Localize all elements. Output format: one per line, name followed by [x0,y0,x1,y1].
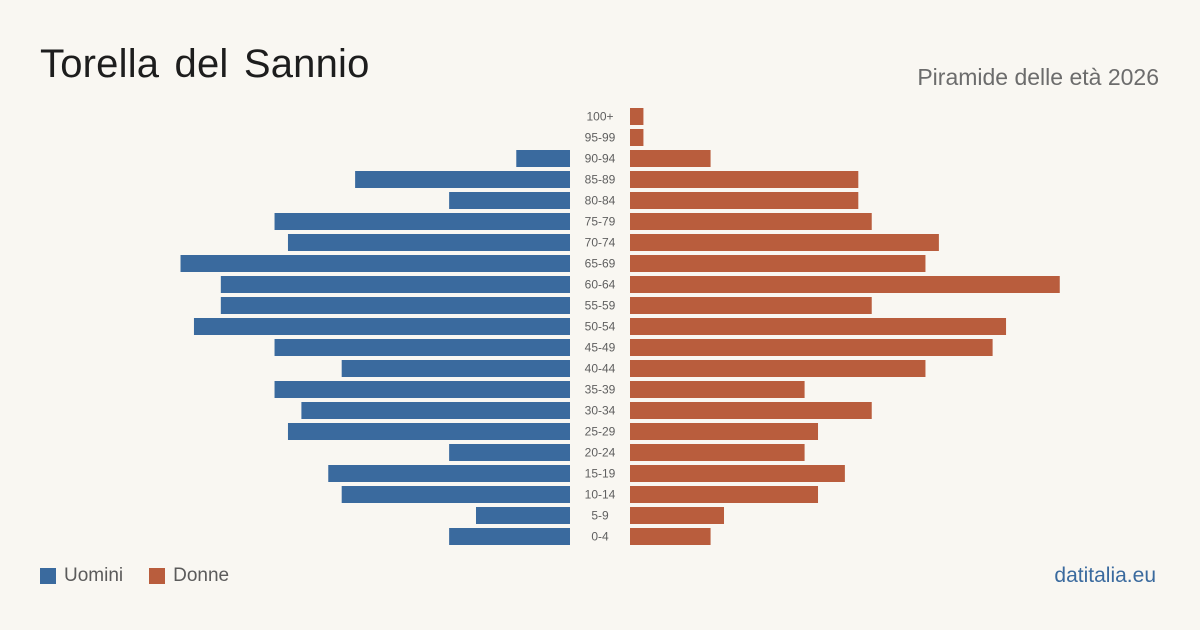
bar-women-25-29 [630,423,819,440]
age-label-100plus: 100+ [586,110,613,124]
age-label-75-79: 75-79 [585,215,616,229]
age-label-60-64: 60-64 [585,278,616,292]
bar-women-45-49 [630,339,993,356]
age-label-0-4: 0-4 [591,530,609,544]
bar-women-40-44 [630,360,926,377]
bar-men-40-44 [341,360,570,377]
bar-men-65-69 [180,255,570,272]
age-label-45-49: 45-49 [585,341,616,355]
bar-men-90-94 [516,150,570,167]
age-label-20-24: 20-24 [585,446,616,460]
age-label-10-14: 10-14 [585,488,616,502]
legend-item-men: Uomini [40,565,123,587]
bar-women-60-64 [630,276,1060,293]
legend: Uomini Donne [40,565,255,587]
legend-swatch-women [149,568,166,584]
bar-men-50-54 [193,318,570,335]
bar-men-85-89 [355,171,570,188]
legend-label-women: Donne [173,565,230,586]
bar-men-55-59 [220,297,570,314]
bar-women-70-74 [630,234,939,251]
source-link[interactable]: datitalia.eu [1054,564,1156,587]
legend-label-men: Uomini [64,565,124,586]
bar-women-75-79 [630,213,872,230]
bar-men-30-34 [301,402,570,419]
age-label-85-89: 85-89 [585,173,616,187]
bar-men-0-4 [449,528,570,545]
age-label-90-94: 90-94 [585,152,616,166]
bar-women-95-99 [630,129,644,146]
age-label-30-34: 30-34 [585,404,616,418]
age-label-25-29: 25-29 [585,425,616,439]
bar-men-60-64 [220,276,570,293]
bar-men-10-14 [341,486,570,503]
age-label-70-74: 70-74 [585,236,616,250]
bar-women-20-24 [630,444,805,461]
bar-men-80-84 [449,192,570,209]
age-label-35-39: 35-39 [585,383,616,397]
bar-men-75-79 [274,213,570,230]
bar-men-35-39 [274,381,570,398]
bar-women-50-54 [630,318,1007,335]
age-label-50-54: 50-54 [585,320,616,334]
bar-women-65-69 [630,255,926,272]
age-label-95-99: 95-99 [585,131,616,145]
bar-men-45-49 [274,339,570,356]
bar-women-5-9 [630,507,725,524]
bar-women-55-59 [630,297,872,314]
age-label-5-9: 5-9 [591,509,609,523]
bar-men-15-19 [328,465,570,482]
bar-women-80-84 [630,192,859,209]
age-label-65-69: 65-69 [585,257,616,271]
chart-subtitle: Piramide delle età 2026 [917,64,1159,90]
bar-women-0-4 [630,528,711,545]
bar-women-30-34 [630,402,872,419]
bar-men-25-29 [287,423,570,440]
bar-men-70-74 [287,234,570,251]
bar-women-85-89 [630,171,859,188]
bar-women-15-19 [630,465,845,482]
bar-women-100plus [630,108,644,125]
legend-item-women: Donne [149,565,229,587]
bar-women-10-14 [630,486,819,503]
legend-swatch-men [40,568,56,584]
age-label-80-84: 80-84 [585,194,616,208]
bar-men-20-24 [449,444,570,461]
page-title: Torella del Sannio [40,42,370,86]
bar-men-5-9 [475,507,570,524]
age-label-55-59: 55-59 [585,299,616,313]
bar-women-90-94 [630,150,711,167]
age-label-40-44: 40-44 [585,362,616,376]
bar-women-35-39 [630,381,805,398]
age-label-15-19: 15-19 [585,467,616,481]
